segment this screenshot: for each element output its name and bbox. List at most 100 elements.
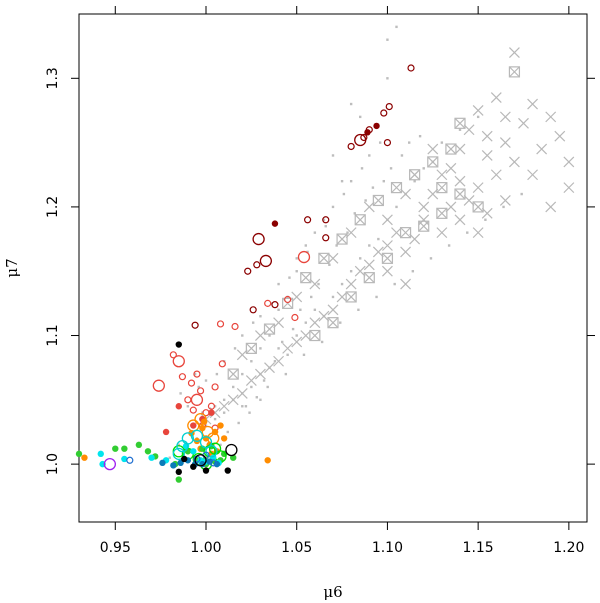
data-point-open-circle [231,322,239,331]
data-point-boxed-cross [354,214,366,226]
data-point-open-circle [218,360,226,368]
data-point-cross [300,330,312,341]
x-tick-label: 1.20 [553,540,584,556]
data-point-dot [422,167,425,170]
data-point-dot [197,385,200,389]
data-point-filled [175,476,182,483]
data-point-cross [309,317,321,329]
data-point-cross [318,310,330,322]
data-point-cross [509,47,520,59]
data-point-boxed-cross [508,66,521,78]
data-point-dot [281,340,284,344]
data-point-cross [264,362,275,374]
data-point-filled [199,424,206,432]
data-point-dot [349,179,353,183]
data-point-boxed-cross [409,169,421,181]
data-point-cross [518,117,529,129]
data-point-cross [445,201,457,213]
data-point-cross [436,227,448,239]
data-point-cross [481,150,493,161]
data-point-open-circle [380,109,388,117]
data-point-filled [202,467,210,474]
data-point-open-circle [291,313,299,322]
data-point-cross [218,400,230,412]
data-point-filled [75,450,83,458]
data-point-dot [213,405,217,408]
data-point-dot [204,379,208,382]
data-point-open-circle [284,295,292,304]
data-point-large-circle [259,254,273,268]
data-point-dot [360,167,364,170]
data-point-dot [255,396,258,399]
data-point-open-circle [178,373,187,381]
data-point-dot [378,141,382,144]
data-point-filled [175,403,182,410]
data-point-dot [476,115,480,119]
data-point-cross [472,105,484,116]
data-point-dot [364,199,367,202]
data-point-cross [391,227,402,239]
data-point-cross [400,188,411,200]
data-point-filled [81,454,88,461]
data-point-open-circle [271,301,279,309]
data-point-open-circle [187,379,196,387]
data-point-filled [364,129,371,136]
data-point-dot [400,154,404,157]
data-point-boxed-cross [327,317,339,329]
data-point-dot [295,334,298,337]
data-point-dot [331,154,335,157]
data-point-dot [324,225,327,228]
data-point-open-circle [244,267,252,275]
data-point-open-circle [169,351,177,359]
data-point-filled [159,459,166,467]
data-point-dot [193,372,197,376]
data-point-boxed-cross [363,272,375,284]
data-point-boxed-cross [372,194,384,207]
axis-ticks: 0.95 1.00 1.05 1.10 1.15 1.20 1.0 1.1 1.2 1.3 [45,6,595,556]
x-tick-label: 1.00 [190,540,221,556]
data-point-boxed-cross [418,220,430,232]
data-point-filled [206,458,213,465]
data-point-dot [288,276,291,279]
data-point-open-circle [304,216,312,224]
data-point-dot [306,250,309,254]
data-point-dot [368,244,371,247]
data-point-dot [320,340,324,344]
data-point-dot [226,430,229,434]
data-point-dot [304,321,307,324]
data-point-dot [286,353,289,357]
data-point-dot [386,38,389,41]
data-point-dot [393,282,396,286]
data-point-filled [121,445,128,452]
data-point-cross [245,375,257,386]
data-point-dot [179,392,182,395]
data-point-cross [273,317,284,329]
data-point-dot [447,244,451,247]
x-tick-label: 1.15 [463,540,494,556]
data-point-cross [545,111,557,123]
data-point-dot [251,321,255,324]
data-point-dot [222,398,226,402]
data-point-dot [186,405,190,408]
data-point-filled [121,455,128,463]
data-point-cross [400,278,411,290]
data-point-large-circle [172,355,185,368]
data-point-large-circle [190,429,204,442]
data-point-dot [313,308,317,311]
data-point-cross [273,355,284,367]
data-point-large-circle [194,412,207,426]
data-point-filled [217,422,224,429]
data-point-dot [259,315,262,318]
data-point-dot [368,154,371,157]
data-point-filled [97,450,104,458]
data-point-dot [371,186,375,189]
data-point-dot [349,270,353,273]
data-point-filled [224,467,231,474]
data-point-dot [359,257,362,260]
data-point-cross [255,330,266,341]
data-point-dot [241,405,244,408]
data-point-filled [144,448,152,455]
data-point-cross [309,278,321,290]
data-point-dot [310,295,313,299]
data-point-dot [313,231,317,234]
